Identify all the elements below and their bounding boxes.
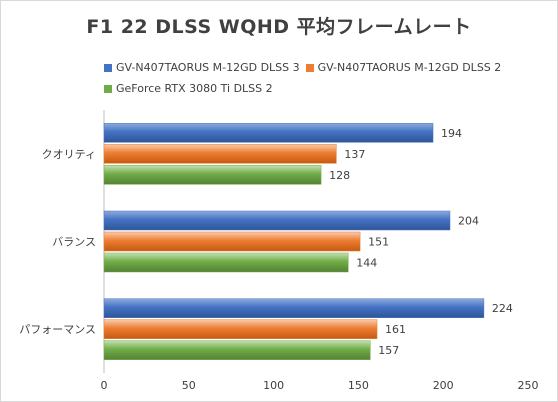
data-label-series-2: 151 [368, 236, 389, 249]
legend-row-2: GeForce RTX 3080 Ti DLSS 2 [104, 82, 279, 95]
bar-series-3 [103, 340, 371, 360]
bar-series-2 [103, 319, 378, 339]
data-label-series-1: 204 [458, 215, 479, 228]
data-label-series-1: 194 [441, 127, 462, 140]
x-tick-label: 200 [433, 379, 454, 392]
data-label-series-3: 157 [378, 344, 399, 357]
bar-series-1 [103, 298, 485, 318]
data-label-series-2: 161 [385, 323, 406, 336]
x-tick-label: 250 [518, 379, 539, 392]
legend-label-series-2: GV-N407TAORUS M-12GD DLSS 2 [317, 61, 502, 74]
data-label-series-2: 137 [344, 148, 365, 161]
category-label: クオリティ [42, 148, 96, 161]
legend-label-series-3: GeForce RTX 3080 Ti DLSS 2 [116, 82, 273, 95]
bar-series-3 [103, 252, 349, 273]
legend-swatch-series-1 [104, 63, 112, 72]
bar-series-2 [103, 144, 337, 164]
bar-series-2 [103, 231, 361, 252]
category-label: パフォーマンス [19, 323, 96, 336]
x-tick-label: 0 [101, 379, 108, 392]
data-label-series-3: 144 [356, 257, 377, 270]
x-tick-label: 100 [263, 379, 284, 392]
bar-series-1 [103, 123, 434, 143]
x-tick-label: 50 [182, 379, 196, 392]
chart-title: F1 22 DLSS WQHD 平均フレームレート [86, 16, 472, 38]
x-tick-label: 150 [348, 379, 369, 392]
legend-item-series-3: GeForce RTX 3080 Ti DLSS 2 [104, 82, 273, 95]
bar-series-1 [103, 210, 451, 231]
bar-series-3 [103, 165, 322, 185]
category-label: バランス [52, 236, 96, 249]
legend-label-series-1: GV-N407TAORUS M-12GD DLSS 3 [116, 61, 300, 74]
legend-row-1: GV-N407TAORUS M-12GD DLSS 3 GV-N407TAORU… [104, 61, 507, 74]
legend-item-series-2: GV-N407TAORUS M-12GD DLSS 2 [305, 61, 502, 74]
legend-swatch-series-3 [104, 84, 112, 93]
legend-swatch-series-2 [305, 63, 314, 72]
legend-item-series-1: GV-N407TAORUS M-12GD DLSS 3 [104, 61, 300, 74]
data-label-series-1: 224 [492, 302, 513, 315]
data-label-series-3: 128 [329, 169, 350, 182]
